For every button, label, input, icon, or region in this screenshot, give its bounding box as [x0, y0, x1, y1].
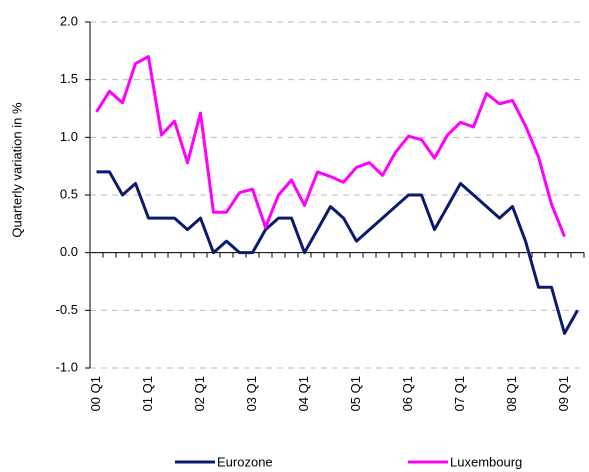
- y-tick-label: 0.5: [60, 186, 78, 201]
- x-tick-label: 05 Q1: [348, 376, 363, 411]
- x-tick-label: 07 Q1: [452, 376, 467, 411]
- series-line: [96, 170, 579, 335]
- series-line: [95, 55, 566, 238]
- x-tick-label: 01 Q1: [140, 376, 155, 411]
- x-tick-label: 04 Q1: [296, 376, 311, 411]
- y-tick-label: 1.0: [60, 129, 78, 144]
- y-tick-label: 2.0: [60, 13, 78, 28]
- x-tick-label: 08 Q1: [504, 376, 519, 411]
- y-tick-label: 1.5: [60, 71, 78, 86]
- x-tick-label: 00 Q1: [88, 376, 103, 411]
- y-tick-label: -0.5: [56, 302, 78, 317]
- x-tick-label: 09 Q1: [556, 376, 571, 411]
- legend-label: Eurozone: [217, 454, 273, 469]
- y-tick-label: -1.0: [56, 359, 78, 374]
- x-tick-label: 06 Q1: [400, 376, 415, 411]
- legend-label: Luxembourg: [450, 454, 522, 469]
- y-axis-label: Quarterly variation in %: [9, 102, 24, 238]
- y-tick-label: 0.0: [60, 244, 78, 259]
- x-tick-label: 02 Q1: [192, 376, 207, 411]
- x-tick-label: 03 Q1: [244, 376, 259, 411]
